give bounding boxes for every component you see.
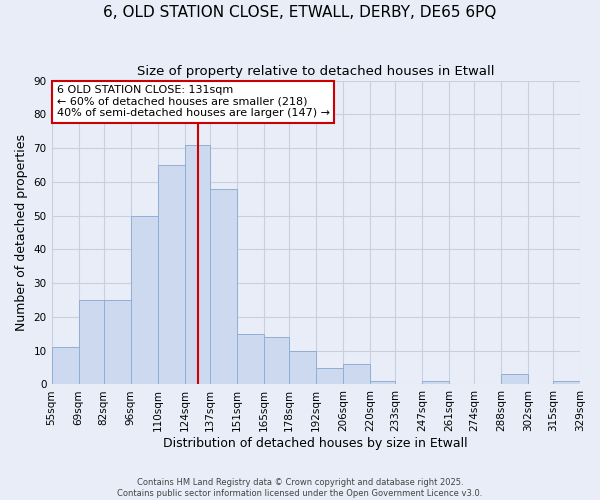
Text: 6 OLD STATION CLOSE: 131sqm
← 60% of detached houses are smaller (218)
40% of se: 6 OLD STATION CLOSE: 131sqm ← 60% of det… bbox=[57, 85, 330, 118]
Bar bbox=[316, 368, 343, 384]
Bar bbox=[79, 300, 104, 384]
Y-axis label: Number of detached properties: Number of detached properties bbox=[15, 134, 28, 331]
Bar bbox=[131, 216, 158, 384]
Bar bbox=[185, 144, 209, 384]
Bar bbox=[263, 337, 289, 384]
X-axis label: Distribution of detached houses by size in Etwall: Distribution of detached houses by size … bbox=[163, 437, 468, 450]
Bar bbox=[343, 364, 370, 384]
Bar bbox=[370, 381, 395, 384]
Bar bbox=[501, 374, 528, 384]
Bar bbox=[236, 334, 263, 384]
Bar bbox=[289, 350, 316, 384]
Bar bbox=[52, 348, 79, 385]
Bar bbox=[553, 381, 580, 384]
Title: Size of property relative to detached houses in Etwall: Size of property relative to detached ho… bbox=[137, 65, 494, 78]
Bar bbox=[422, 381, 449, 384]
Bar bbox=[209, 188, 236, 384]
Text: 6, OLD STATION CLOSE, ETWALL, DERBY, DE65 6PQ: 6, OLD STATION CLOSE, ETWALL, DERBY, DE6… bbox=[103, 5, 497, 20]
Bar bbox=[104, 300, 131, 384]
Bar bbox=[158, 165, 185, 384]
Text: Contains HM Land Registry data © Crown copyright and database right 2025.
Contai: Contains HM Land Registry data © Crown c… bbox=[118, 478, 482, 498]
